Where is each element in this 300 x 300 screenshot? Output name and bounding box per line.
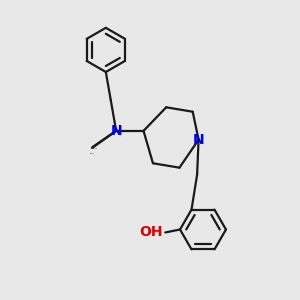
Text: N: N	[110, 124, 122, 138]
Text: OH: OH	[140, 225, 163, 239]
Text: N: N	[193, 133, 204, 147]
Text: methyl: methyl	[90, 152, 94, 154]
Text: methyl: methyl	[93, 148, 98, 149]
